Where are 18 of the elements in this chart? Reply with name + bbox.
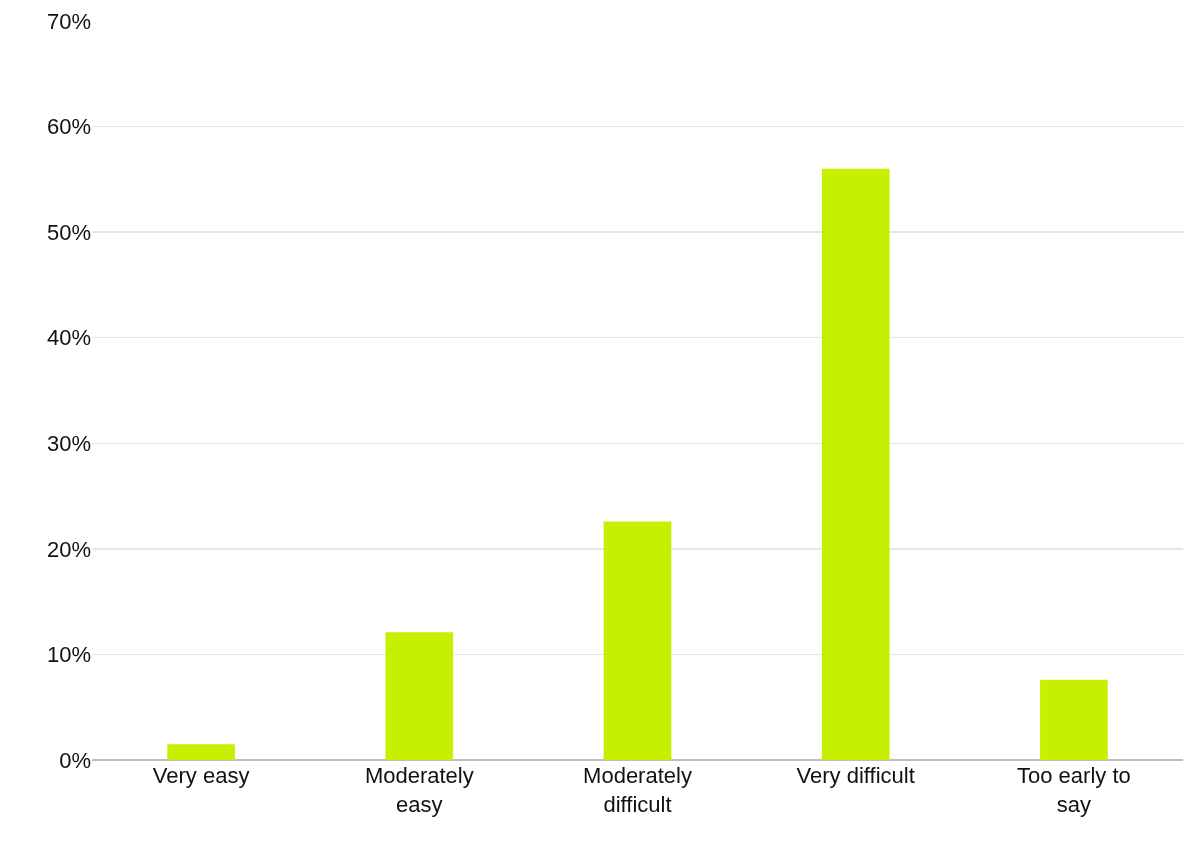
- y-tick-label: 10%: [46, 642, 91, 668]
- bar: [167, 744, 235, 760]
- x-tick-label: Moderately difficult: [583, 763, 692, 817]
- x-tick-label: Very difficult: [796, 763, 915, 788]
- y-tick-label: 20%: [46, 536, 91, 562]
- y-tick-label: 50%: [46, 219, 91, 245]
- bar: [821, 168, 890, 760]
- x-tick-label: Too early to say: [1017, 763, 1131, 817]
- y-tick-label: 70%: [46, 8, 91, 34]
- y-tick-label: 60%: [46, 114, 91, 140]
- y-tick-label: 0%: [59, 747, 91, 773]
- y-tick-label: 30%: [46, 430, 91, 456]
- x-tick-label: Very easy: [152, 763, 250, 788]
- x-tick-label: Moderately easy: [364, 763, 474, 817]
- bar: [1040, 679, 1108, 760]
- bar: [385, 632, 454, 760]
- bar: [603, 521, 672, 760]
- y-tick-label: 40%: [46, 325, 91, 351]
